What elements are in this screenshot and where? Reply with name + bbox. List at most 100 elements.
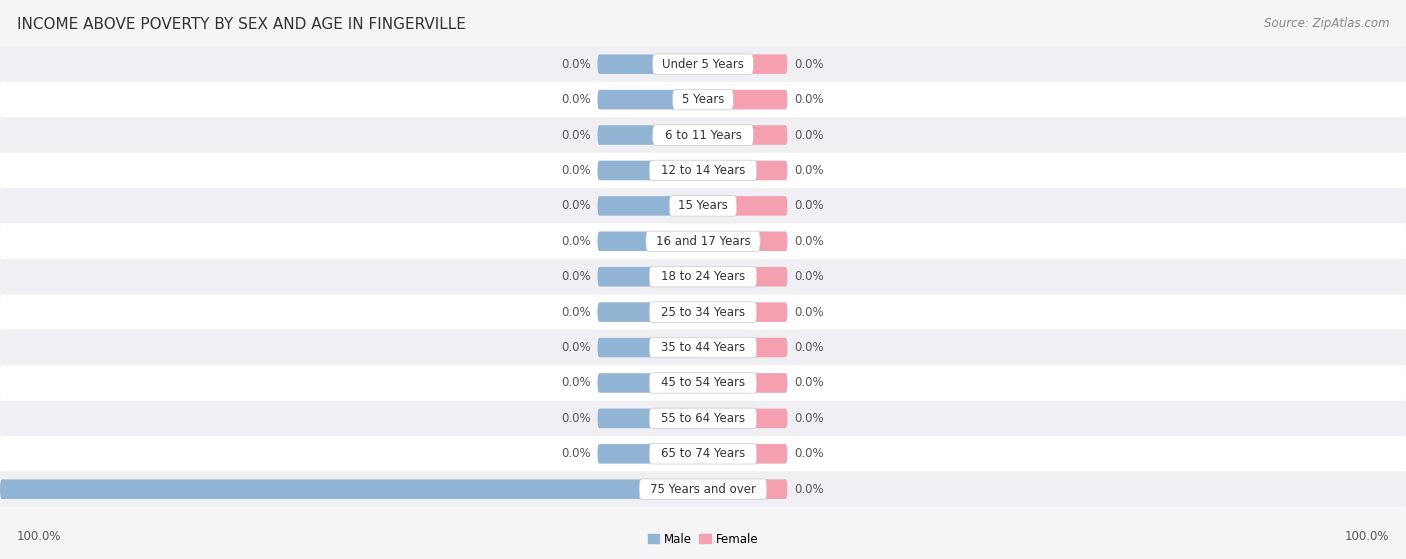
- Text: 45 to 54 Years: 45 to 54 Years: [661, 376, 745, 390]
- Text: 0.0%: 0.0%: [794, 164, 824, 177]
- Text: INCOME ABOVE POVERTY BY SEX AND AGE IN FINGERVILLE: INCOME ABOVE POVERTY BY SEX AND AGE IN F…: [17, 17, 465, 32]
- FancyBboxPatch shape: [703, 54, 787, 74]
- Text: 0.0%: 0.0%: [561, 129, 591, 141]
- Text: 0.0%: 0.0%: [561, 270, 591, 283]
- Text: 6 to 11 Years: 6 to 11 Years: [665, 129, 741, 141]
- Text: 55 to 64 Years: 55 to 64 Years: [661, 412, 745, 425]
- FancyBboxPatch shape: [598, 196, 703, 216]
- FancyBboxPatch shape: [598, 196, 787, 216]
- FancyBboxPatch shape: [598, 90, 703, 110]
- FancyBboxPatch shape: [598, 302, 787, 322]
- Text: 0.0%: 0.0%: [561, 164, 591, 177]
- FancyBboxPatch shape: [703, 161, 787, 180]
- FancyBboxPatch shape: [0, 480, 787, 499]
- Text: 0.0%: 0.0%: [794, 93, 824, 106]
- FancyBboxPatch shape: [598, 409, 703, 428]
- FancyBboxPatch shape: [0, 188, 1406, 224]
- Text: 16 and 17 Years: 16 and 17 Years: [655, 235, 751, 248]
- Text: 100.0%: 100.0%: [17, 530, 62, 543]
- Text: 25 to 34 Years: 25 to 34 Years: [661, 306, 745, 319]
- FancyBboxPatch shape: [598, 444, 787, 463]
- Text: 0.0%: 0.0%: [561, 447, 591, 460]
- FancyBboxPatch shape: [650, 373, 756, 393]
- Text: 0.0%: 0.0%: [794, 270, 824, 283]
- FancyBboxPatch shape: [598, 231, 787, 251]
- Text: 0.0%: 0.0%: [794, 341, 824, 354]
- Text: 15 Years: 15 Years: [678, 200, 728, 212]
- FancyBboxPatch shape: [703, 373, 787, 392]
- FancyBboxPatch shape: [598, 231, 703, 251]
- FancyBboxPatch shape: [598, 338, 703, 357]
- FancyBboxPatch shape: [598, 54, 703, 74]
- FancyBboxPatch shape: [598, 54, 787, 74]
- FancyBboxPatch shape: [0, 224, 1406, 259]
- FancyBboxPatch shape: [645, 231, 761, 252]
- Text: 0.0%: 0.0%: [561, 58, 591, 70]
- FancyBboxPatch shape: [598, 338, 787, 357]
- Text: 0.0%: 0.0%: [561, 93, 591, 106]
- FancyBboxPatch shape: [0, 471, 1406, 507]
- FancyBboxPatch shape: [0, 259, 1406, 295]
- Text: 0.0%: 0.0%: [561, 235, 591, 248]
- FancyBboxPatch shape: [669, 196, 737, 216]
- FancyBboxPatch shape: [598, 161, 787, 180]
- Text: 12 to 14 Years: 12 to 14 Years: [661, 164, 745, 177]
- FancyBboxPatch shape: [0, 401, 1406, 436]
- Text: 0.0%: 0.0%: [794, 483, 824, 496]
- Text: 0.0%: 0.0%: [561, 341, 591, 354]
- Text: 0.0%: 0.0%: [794, 447, 824, 460]
- Text: 0.0%: 0.0%: [561, 376, 591, 390]
- FancyBboxPatch shape: [0, 480, 703, 499]
- FancyBboxPatch shape: [703, 90, 787, 110]
- FancyBboxPatch shape: [598, 373, 703, 392]
- Text: 0.0%: 0.0%: [794, 412, 824, 425]
- FancyBboxPatch shape: [0, 117, 1406, 153]
- Text: 75 Years and over: 75 Years and over: [650, 483, 756, 496]
- Text: 0.0%: 0.0%: [561, 306, 591, 319]
- Text: 5 Years: 5 Years: [682, 93, 724, 106]
- FancyBboxPatch shape: [650, 160, 756, 181]
- FancyBboxPatch shape: [652, 125, 754, 145]
- FancyBboxPatch shape: [703, 125, 787, 145]
- FancyBboxPatch shape: [640, 479, 766, 499]
- FancyBboxPatch shape: [598, 409, 787, 428]
- FancyBboxPatch shape: [703, 480, 787, 499]
- FancyBboxPatch shape: [0, 153, 1406, 188]
- FancyBboxPatch shape: [650, 443, 756, 464]
- FancyBboxPatch shape: [703, 267, 787, 286]
- FancyBboxPatch shape: [650, 337, 756, 358]
- FancyBboxPatch shape: [598, 267, 703, 286]
- FancyBboxPatch shape: [703, 196, 787, 216]
- Text: 0.0%: 0.0%: [561, 200, 591, 212]
- FancyBboxPatch shape: [0, 46, 1406, 82]
- FancyBboxPatch shape: [650, 267, 756, 287]
- Text: 0.0%: 0.0%: [794, 200, 824, 212]
- Text: 0.0%: 0.0%: [794, 376, 824, 390]
- FancyBboxPatch shape: [598, 267, 787, 286]
- FancyBboxPatch shape: [703, 409, 787, 428]
- FancyBboxPatch shape: [598, 161, 703, 180]
- FancyBboxPatch shape: [0, 295, 1406, 330]
- FancyBboxPatch shape: [598, 125, 703, 145]
- FancyBboxPatch shape: [703, 231, 787, 251]
- Text: 0.0%: 0.0%: [794, 129, 824, 141]
- FancyBboxPatch shape: [0, 365, 1406, 401]
- FancyBboxPatch shape: [0, 330, 1406, 365]
- FancyBboxPatch shape: [650, 408, 756, 429]
- FancyBboxPatch shape: [598, 125, 787, 145]
- Text: Under 5 Years: Under 5 Years: [662, 58, 744, 70]
- Text: 0.0%: 0.0%: [794, 306, 824, 319]
- Text: 65 to 74 Years: 65 to 74 Years: [661, 447, 745, 460]
- Text: 100.0%: 100.0%: [1344, 530, 1389, 543]
- Text: 0.0%: 0.0%: [794, 58, 824, 70]
- FancyBboxPatch shape: [0, 82, 1406, 117]
- Legend: Male, Female: Male, Female: [643, 528, 763, 550]
- Text: 0.0%: 0.0%: [561, 412, 591, 425]
- Text: 0.0%: 0.0%: [794, 235, 824, 248]
- FancyBboxPatch shape: [0, 436, 1406, 471]
- FancyBboxPatch shape: [703, 444, 787, 463]
- FancyBboxPatch shape: [672, 89, 734, 110]
- FancyBboxPatch shape: [598, 444, 703, 463]
- FancyBboxPatch shape: [598, 90, 787, 110]
- Text: 35 to 44 Years: 35 to 44 Years: [661, 341, 745, 354]
